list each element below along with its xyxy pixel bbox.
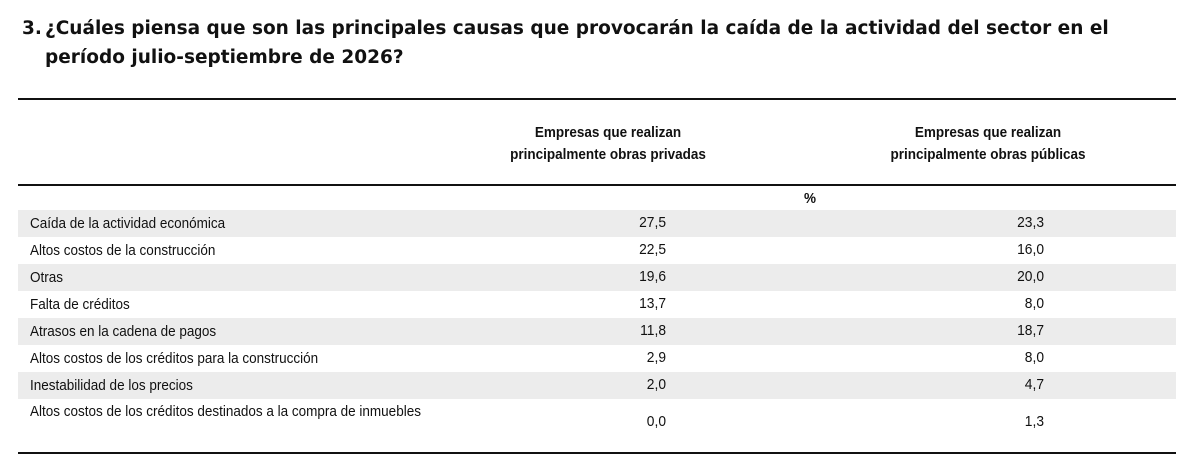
row-label: Falta de créditos	[30, 296, 130, 313]
value-publicas: 8,0	[1024, 295, 1044, 312]
table-row: Altos costos de los créditos para la con…	[18, 345, 1176, 372]
table-row: Atrasos en la cadena de pagos 11,8 18,7	[18, 318, 1176, 345]
value-privadas: 22,5	[639, 241, 666, 258]
question-text-line-1: ¿Cuáles piensa que son las principales c…	[45, 18, 1109, 39]
table-body: Caída de la actividad económica 27,5 23,…	[18, 210, 1176, 441]
value-publicas: 8,0	[1024, 349, 1044, 366]
value-privadas: 19,6	[639, 268, 666, 285]
row-label: Altos costos de los créditos para la con…	[30, 350, 319, 367]
value-privadas: 11,8	[640, 322, 666, 339]
column-header-line: Empresas que realizan	[914, 124, 1062, 141]
table-row: Altos costos de la construcción 22,5 16,…	[18, 237, 1176, 264]
unit-label: %	[803, 190, 817, 207]
table-top-rule	[18, 98, 1176, 100]
row-label: Inestabilidad de los precios	[30, 377, 193, 394]
table-row: Otras 19,6 20,0	[18, 264, 1176, 291]
row-label: Caída de la actividad económica	[30, 215, 226, 232]
column-header-line: principalmente obras privadas	[510, 146, 706, 163]
value-publicas: 18,7	[1017, 322, 1044, 339]
table-row: Caída de la actividad económica 27,5 23,…	[18, 210, 1176, 237]
value-privadas: 0,0	[646, 413, 666, 430]
header-separator-rule	[18, 184, 1176, 186]
table-row: Inestabilidad de los precios 2,0 4,7	[18, 372, 1176, 399]
column-header-obras-publicas: Empresas que realizan principalmente obr…	[844, 122, 1132, 166]
value-publicas: 4,7	[1024, 376, 1044, 393]
row-label: Altos costos de los créditos destinados …	[30, 403, 421, 420]
column-header-obras-privadas: Empresas que realizan principalmente obr…	[464, 122, 752, 166]
value-publicas: 23,3	[1017, 214, 1044, 231]
row-label: Atrasos en la cadena de pagos	[30, 323, 217, 340]
question-number: 3.	[22, 18, 42, 39]
row-label: Altos costos de la construcción	[30, 242, 216, 259]
column-header-line: Empresas que realizan	[534, 124, 682, 141]
question-text-line-2: período julio-septiembre de 2026?	[45, 47, 404, 68]
value-publicas: 20,0	[1017, 268, 1044, 285]
column-header-line: principalmente obras públicas	[890, 146, 1086, 163]
table-row: Altos costos de los créditos destinados …	[18, 399, 1176, 441]
row-label: Otras	[30, 269, 64, 286]
table-bottom-rule	[18, 452, 1176, 454]
value-privadas: 13,7	[639, 295, 666, 312]
value-privadas: 2,0	[646, 376, 666, 393]
value-privadas: 2,9	[646, 349, 666, 366]
value-publicas: 16,0	[1017, 241, 1044, 258]
table-row: Falta de créditos 13,7 8,0	[18, 291, 1176, 318]
value-publicas: 1,3	[1024, 413, 1044, 430]
value-privadas: 27,5	[639, 214, 666, 231]
